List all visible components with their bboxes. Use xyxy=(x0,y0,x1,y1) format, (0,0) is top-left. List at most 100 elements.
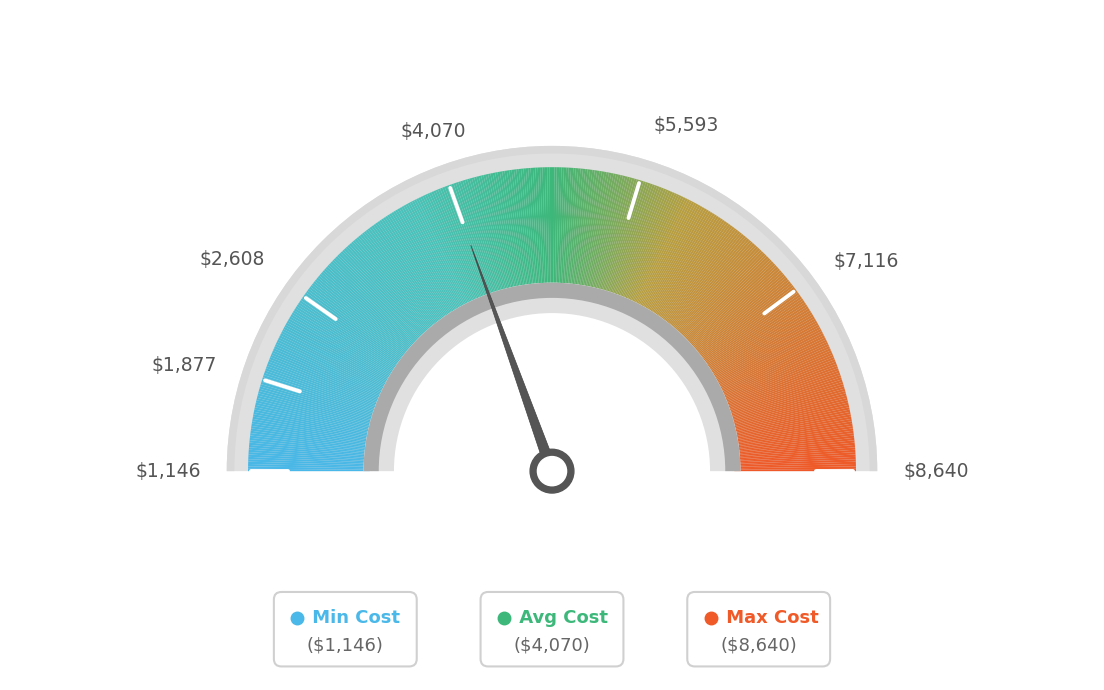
Wedge shape xyxy=(641,206,702,313)
Wedge shape xyxy=(274,346,385,397)
Wedge shape xyxy=(363,283,741,471)
Wedge shape xyxy=(723,368,839,411)
Wedge shape xyxy=(322,270,415,352)
Wedge shape xyxy=(517,169,532,290)
Wedge shape xyxy=(731,412,850,437)
Wedge shape xyxy=(734,455,856,462)
Wedge shape xyxy=(576,170,595,290)
Wedge shape xyxy=(276,342,388,395)
Wedge shape xyxy=(732,417,851,440)
Wedge shape xyxy=(715,335,825,391)
Wedge shape xyxy=(575,170,593,290)
Wedge shape xyxy=(647,212,713,317)
Wedge shape xyxy=(646,210,711,315)
Wedge shape xyxy=(703,302,806,371)
Wedge shape xyxy=(471,177,506,295)
Wedge shape xyxy=(643,207,704,313)
Wedge shape xyxy=(277,339,388,393)
Wedge shape xyxy=(402,206,463,313)
Wedge shape xyxy=(447,185,490,300)
Wedge shape xyxy=(585,172,609,292)
Wedge shape xyxy=(720,351,832,400)
Wedge shape xyxy=(452,184,492,299)
Wedge shape xyxy=(255,402,374,431)
Wedge shape xyxy=(729,398,848,428)
Circle shape xyxy=(538,457,566,486)
Wedge shape xyxy=(650,215,716,318)
Wedge shape xyxy=(672,243,755,335)
Wedge shape xyxy=(425,194,477,306)
Wedge shape xyxy=(712,327,820,386)
Wedge shape xyxy=(583,172,606,292)
Wedge shape xyxy=(622,190,670,303)
Wedge shape xyxy=(340,251,426,340)
Wedge shape xyxy=(513,169,531,290)
Wedge shape xyxy=(256,398,375,428)
Wedge shape xyxy=(607,181,646,297)
Wedge shape xyxy=(262,380,378,417)
Wedge shape xyxy=(330,262,420,346)
Wedge shape xyxy=(449,184,491,299)
Wedge shape xyxy=(251,431,371,448)
Wedge shape xyxy=(344,248,428,338)
Wedge shape xyxy=(291,313,396,377)
Wedge shape xyxy=(528,168,539,289)
Wedge shape xyxy=(733,428,853,447)
Wedge shape xyxy=(316,277,412,356)
Wedge shape xyxy=(558,168,564,289)
Wedge shape xyxy=(248,450,370,460)
Text: $2,608: $2,608 xyxy=(200,250,265,269)
Wedge shape xyxy=(655,219,725,321)
Wedge shape xyxy=(716,342,828,395)
Wedge shape xyxy=(397,208,460,314)
Text: $4,070: $4,070 xyxy=(401,121,466,141)
Wedge shape xyxy=(273,348,385,399)
Wedge shape xyxy=(562,168,571,289)
Wedge shape xyxy=(250,445,370,457)
Wedge shape xyxy=(552,167,554,289)
Wedge shape xyxy=(591,174,618,293)
Wedge shape xyxy=(587,173,614,293)
Wedge shape xyxy=(681,256,768,343)
Wedge shape xyxy=(733,431,853,448)
Wedge shape xyxy=(715,337,826,392)
Wedge shape xyxy=(505,170,524,291)
Wedge shape xyxy=(626,193,677,305)
Wedge shape xyxy=(407,202,467,310)
Wedge shape xyxy=(321,272,414,353)
Wedge shape xyxy=(349,243,432,335)
Wedge shape xyxy=(636,201,694,310)
Wedge shape xyxy=(385,216,453,319)
Wedge shape xyxy=(265,368,381,411)
Wedge shape xyxy=(253,417,372,440)
Wedge shape xyxy=(666,234,744,330)
Wedge shape xyxy=(573,169,591,290)
Wedge shape xyxy=(709,315,814,378)
Wedge shape xyxy=(645,210,709,315)
Wedge shape xyxy=(687,266,778,349)
Wedge shape xyxy=(571,169,585,290)
Wedge shape xyxy=(566,168,578,289)
Wedge shape xyxy=(620,190,668,303)
Wedge shape xyxy=(730,400,848,430)
Wedge shape xyxy=(567,168,581,290)
Wedge shape xyxy=(609,183,650,299)
Wedge shape xyxy=(327,265,418,348)
Wedge shape xyxy=(248,469,370,471)
Wedge shape xyxy=(716,339,827,393)
Wedge shape xyxy=(548,167,551,289)
Wedge shape xyxy=(644,208,707,314)
Circle shape xyxy=(530,449,574,493)
Wedge shape xyxy=(467,179,502,296)
Wedge shape xyxy=(294,308,399,375)
Wedge shape xyxy=(257,395,375,427)
Wedge shape xyxy=(559,168,566,289)
Text: $1,146: $1,146 xyxy=(136,462,201,481)
Wedge shape xyxy=(257,393,375,426)
Text: ($8,640): ($8,640) xyxy=(720,636,797,654)
Wedge shape xyxy=(304,295,404,366)
Wedge shape xyxy=(297,304,400,372)
Wedge shape xyxy=(296,306,399,373)
Wedge shape xyxy=(363,283,741,471)
Wedge shape xyxy=(375,222,447,323)
